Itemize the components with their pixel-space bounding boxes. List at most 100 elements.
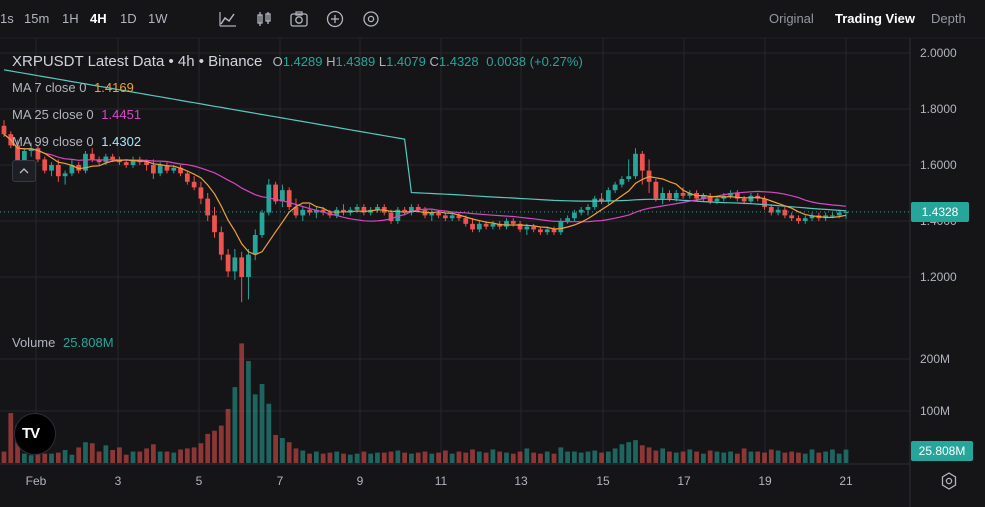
volume-bar xyxy=(592,450,598,463)
time-tick-label: 17 xyxy=(677,474,691,488)
ma25-value: 1.4451 xyxy=(101,107,142,122)
volume-bar xyxy=(395,450,401,463)
time-tick-label: 5 xyxy=(196,474,203,488)
volume-bar xyxy=(490,449,496,463)
volume-bar xyxy=(280,438,285,463)
ma25-line xyxy=(3,133,847,223)
chart-style-icon[interactable] xyxy=(218,9,238,29)
ma25-label: MA 25 close 0 xyxy=(12,107,94,122)
add-icon[interactable] xyxy=(325,9,345,29)
candle-body xyxy=(789,215,795,219)
timeframe-1d[interactable]: 1D xyxy=(120,11,137,26)
candle-body xyxy=(524,226,530,230)
volume-bar xyxy=(341,453,346,463)
candle-body xyxy=(667,193,672,199)
volume-bar xyxy=(42,453,48,463)
moving-averages xyxy=(3,69,847,256)
volume-bar xyxy=(361,451,367,463)
candle-body xyxy=(259,212,265,235)
volume-bar xyxy=(381,452,387,463)
volume-bar xyxy=(639,445,645,463)
volume-bar xyxy=(164,451,170,463)
candle-body xyxy=(463,218,469,224)
tab-trading-view[interactable]: Trading View xyxy=(835,11,915,26)
candle-body xyxy=(388,212,394,221)
candle-body xyxy=(802,218,808,221)
timeframe-15m[interactable]: 15m xyxy=(24,11,50,26)
tab-original[interactable]: Original xyxy=(769,11,814,26)
volume-bar xyxy=(96,451,102,463)
candle-body xyxy=(517,223,523,230)
settings-circle-icon[interactable] xyxy=(361,9,381,29)
candle-body xyxy=(1,125,7,135)
candle-body xyxy=(442,215,448,219)
candle-body xyxy=(415,207,421,210)
legend-separator: • xyxy=(198,53,209,70)
price-tick-label: 1.2000 xyxy=(920,270,957,284)
candle-body xyxy=(436,212,441,216)
volume-bar xyxy=(741,448,747,463)
volume-bar xyxy=(823,451,829,463)
candle-body xyxy=(130,159,136,165)
candle-body xyxy=(232,257,238,272)
volume-bar xyxy=(35,451,41,463)
volume-bar xyxy=(531,452,537,463)
candle-body xyxy=(178,167,183,174)
timeframe-1s[interactable]: 1s xyxy=(0,11,14,26)
candle-body xyxy=(198,187,204,199)
timeframe-4h[interactable]: 4H xyxy=(90,11,107,26)
candle-body xyxy=(558,221,564,233)
indicators-icon[interactable] xyxy=(254,9,274,29)
tradingview-logo[interactable]: TV xyxy=(14,413,56,455)
volume-bar xyxy=(151,444,156,463)
candle-body xyxy=(123,162,129,165)
legend-high-label: H xyxy=(326,54,336,69)
volume-bar xyxy=(239,343,245,463)
candle-body xyxy=(809,215,815,219)
volume-bar xyxy=(21,453,27,463)
volume-bar xyxy=(69,454,75,463)
time-tick-label: 13 xyxy=(514,474,528,488)
candle-body xyxy=(633,153,638,177)
tab-depth[interactable]: Depth xyxy=(931,11,966,26)
volume-bar xyxy=(171,452,177,463)
timeframe-1h[interactable]: 1H xyxy=(62,11,79,26)
legend-collapse-button[interactable] xyxy=(12,160,36,182)
time-tick-label: 19 xyxy=(758,474,772,488)
volume-bar xyxy=(707,450,713,463)
volume-bar xyxy=(415,452,421,463)
grid-lines xyxy=(0,38,910,464)
candle-body xyxy=(578,209,584,213)
timeframe-1w[interactable]: 1W xyxy=(148,11,168,26)
volume-bar xyxy=(701,453,706,463)
candle-body xyxy=(21,151,27,165)
volume-bar xyxy=(646,447,652,463)
volume-bar xyxy=(626,442,632,463)
volume-bar xyxy=(55,452,61,463)
last-price-tag: 1.4328 xyxy=(911,201,969,222)
volume-bar xyxy=(843,449,849,463)
volume-bar xyxy=(796,452,801,463)
volume-bar xyxy=(728,451,733,463)
candle-body xyxy=(599,198,604,202)
candle-body xyxy=(76,165,82,171)
volume-bar xyxy=(612,448,618,463)
screenshot-icon[interactable] xyxy=(289,9,309,29)
candle-body xyxy=(246,254,251,277)
ma99-label: MA 99 close 0 xyxy=(12,134,94,149)
legend-ma99: MA 99 close 0 1.4302 xyxy=(12,134,141,149)
axis-settings-icon[interactable] xyxy=(938,470,960,492)
volume-bar xyxy=(89,443,95,463)
volume-bar xyxy=(110,450,116,463)
candle-body xyxy=(775,209,781,213)
ma7-line xyxy=(3,133,847,256)
legend-change: 0.0038 xyxy=(486,54,527,69)
candle-body xyxy=(673,193,679,199)
time-axis-labels: Feb 3 5 7 9 11 13 15 17 19 21 xyxy=(26,474,853,488)
candle-body xyxy=(768,207,774,213)
volume-bar xyxy=(762,452,767,463)
volume-bar xyxy=(205,433,211,463)
ma7-value: 1.4169 xyxy=(94,80,134,95)
